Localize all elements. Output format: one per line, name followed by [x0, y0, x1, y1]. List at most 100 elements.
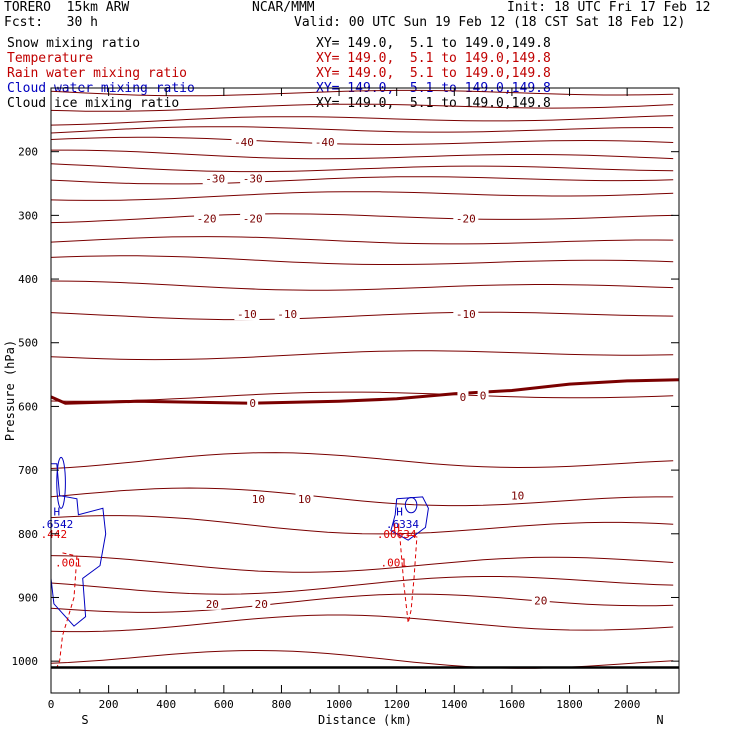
isotherm-line	[50, 593, 674, 613]
isotherm-line	[50, 487, 674, 507]
isotherm-label: 0	[249, 397, 256, 410]
isotherm-label: 0	[460, 391, 467, 404]
y-tick-label: 300	[18, 209, 38, 222]
isotherm-line	[50, 350, 674, 361]
plot-frame	[50, 87, 680, 694]
isotherm-label: 10	[252, 493, 265, 506]
y-axis-title: Pressure (hPa)	[3, 340, 17, 441]
org-title: NCAR/MMM	[252, 0, 315, 15]
x-tick-label: 1200	[383, 698, 410, 711]
cloud-water-contour	[404, 496, 418, 514]
y-tick-label: 600	[18, 400, 38, 413]
y-tick-label: 400	[18, 273, 38, 286]
y-tick-label: 1000	[12, 655, 39, 668]
forecast-hour: Fcst: 30 h	[4, 15, 98, 30]
x-tick-label: 1800	[556, 698, 583, 711]
isotherm-line	[50, 213, 674, 224]
isotherm-line	[50, 515, 674, 535]
cloud-water-label: .6334	[386, 518, 419, 531]
isotherm-label: -30	[243, 172, 263, 185]
isotherm-label-bg	[240, 172, 266, 185]
legend-snow: Snow mixing ratio	[7, 36, 141, 51]
isotherm-label: -10	[277, 308, 297, 321]
isotherm-line	[50, 614, 674, 633]
isotherm-line	[50, 391, 674, 402]
isotherm-line	[50, 163, 674, 173]
rain-water-label: .001	[381, 556, 408, 569]
legend-temperature-xy: XY= 149.0, 5.1 to 149.0,149.8	[316, 51, 551, 66]
isotherm-line	[50, 576, 674, 595]
x-tick-label: 1000	[326, 698, 353, 711]
isotherm-line	[50, 89, 674, 97]
cloud-water-label: H	[396, 506, 403, 519]
isotherm-label-bg	[508, 489, 527, 502]
x-tick-label: 2000	[614, 698, 641, 711]
legend-temperature: Temperature	[7, 51, 94, 66]
isotherm-label-bg	[234, 308, 260, 321]
isotherm-label: -20	[197, 213, 217, 226]
legend-cloud-ice-xy: XY= 149.0, 5.1 to 149.0,149.8	[316, 96, 551, 111]
isotherm-label-bg	[247, 397, 259, 410]
y-tick-label: 200	[18, 146, 38, 159]
rain-water-label: H	[393, 521, 400, 534]
isotherm-label: 20	[534, 595, 547, 608]
rain-water-contour	[56, 552, 78, 668]
isotherm-line	[50, 176, 674, 185]
isotherm-label: -10	[237, 308, 257, 321]
isotherm-label-bg	[453, 308, 479, 321]
x-tick-label: 1400	[441, 698, 468, 711]
isotherm-line	[50, 452, 674, 469]
isotherm-label-bg	[249, 492, 268, 505]
isotherm-line	[50, 136, 674, 145]
legend-cloud-ice: Cloud ice mixing ratio	[7, 96, 180, 111]
x-tick-label: 1600	[499, 698, 526, 711]
y-tick-label: 900	[18, 591, 38, 604]
isotherm-label-bg	[203, 597, 222, 610]
isotherm-label: -40	[315, 136, 335, 149]
x-tick-label: 600	[214, 698, 234, 711]
isotherm-label-bg	[240, 212, 266, 225]
isotherm-label-bg	[457, 390, 469, 403]
isotherm-label: -40	[234, 136, 254, 149]
rain-water-label: .001	[55, 556, 82, 569]
legend-rain-xy: XY= 149.0, 5.1 to 149.0,149.8	[316, 66, 551, 81]
isotherm-label: 0	[480, 390, 487, 403]
isotherm-label: 20	[255, 598, 268, 611]
valid-time: Valid: 00 UTC Sun 19 Feb 12 (18 CST Sat …	[294, 15, 686, 30]
north-label: N	[656, 713, 663, 727]
y-tick-label: 500	[18, 337, 38, 350]
isotherm-label-bg	[477, 389, 489, 402]
x-tick-label: 0	[48, 698, 55, 711]
isotherm-label-bg	[202, 172, 228, 185]
isotherm-line	[50, 103, 674, 112]
isotherm-label-bg	[252, 597, 271, 610]
isotherm-line	[50, 555, 674, 573]
x-axis-title: Distance (km)	[318, 713, 412, 727]
isotherm-line	[50, 311, 674, 321]
cloud-water-label: .6542	[40, 518, 73, 531]
isotherm-label: -20	[456, 213, 476, 226]
isotherm-label: -20	[243, 213, 263, 226]
isotherm-label-bg	[295, 492, 314, 505]
south-label: S	[81, 713, 88, 727]
x-tick-label: 800	[272, 698, 292, 711]
init-time: Init: 18 UTC Fri 17 Feb 12	[507, 0, 711, 15]
isotherm-line	[50, 649, 674, 669]
isotherm-line	[50, 280, 674, 291]
isotherm-label-bg	[231, 136, 257, 149]
isotherm-label-bg	[274, 308, 300, 321]
isotherm-label-bg	[453, 212, 479, 225]
isotherm-label: -30	[205, 172, 225, 185]
isotherm-label-bg	[531, 594, 550, 607]
x-tick-label: 400	[156, 698, 176, 711]
isotherm-label: 20	[206, 598, 219, 611]
cloud-water-label: H	[53, 506, 60, 519]
isotherm-label: 10	[298, 493, 311, 506]
x-tick-label: 200	[99, 698, 119, 711]
isotherm-line	[50, 255, 674, 265]
rain-water-label: .00634	[377, 528, 417, 541]
isotherm-line	[50, 236, 674, 245]
isotherm-line	[50, 191, 674, 201]
y-tick-label: 700	[18, 464, 38, 477]
